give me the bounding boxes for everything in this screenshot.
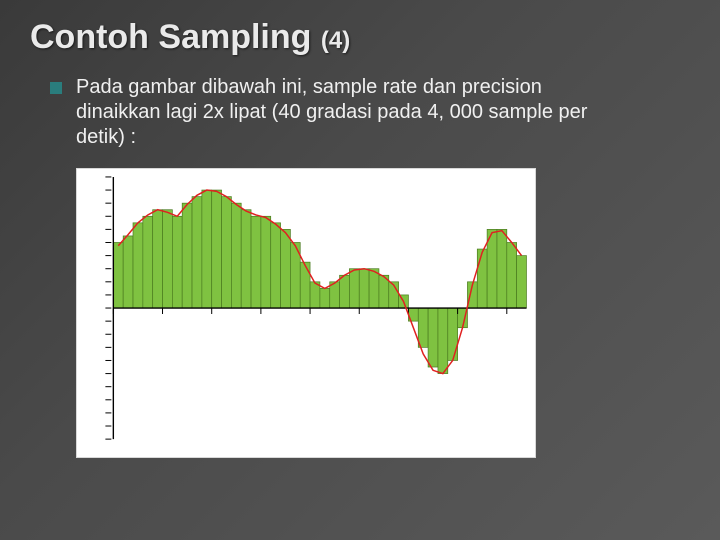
bullet-icon	[50, 82, 62, 94]
sampling-chart	[76, 168, 536, 458]
chart-svg	[77, 169, 535, 457]
title-sub: (4)	[321, 27, 350, 54]
body-text: Pada gambar dibawah ini, sample rate dan…	[76, 75, 616, 150]
page-title: Contoh Sampling (4)	[30, 18, 690, 57]
title-main: Contoh Sampling	[30, 18, 321, 56]
slide: Contoh Sampling (4) Pada gambar dibawah …	[0, 0, 720, 540]
body-row: Pada gambar dibawah ini, sample rate dan…	[50, 75, 690, 150]
